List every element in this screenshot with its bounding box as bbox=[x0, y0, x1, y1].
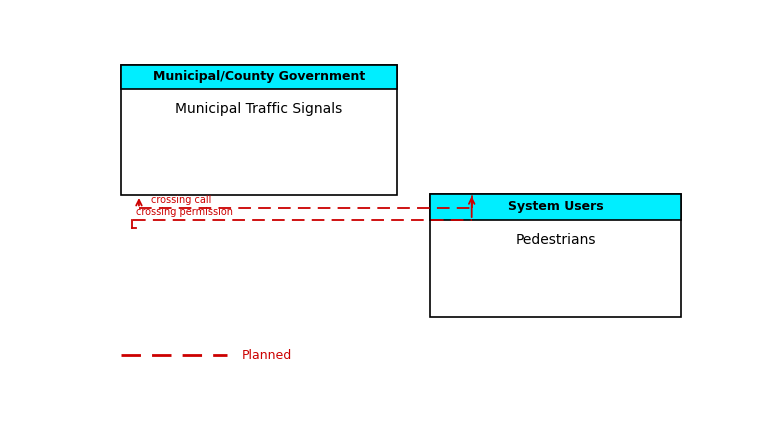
Bar bbox=[120, 65, 396, 195]
Bar bbox=[430, 193, 681, 317]
Text: crossing call: crossing call bbox=[151, 195, 211, 205]
Text: System Users: System Users bbox=[508, 200, 604, 213]
Bar bbox=[430, 193, 681, 220]
Text: Pedestrians: Pedestrians bbox=[515, 233, 596, 247]
Bar bbox=[120, 65, 396, 89]
Text: crossing permission: crossing permission bbox=[136, 207, 233, 218]
Text: Municipal/County Government: Municipal/County Government bbox=[152, 70, 364, 83]
Text: Municipal Traffic Signals: Municipal Traffic Signals bbox=[175, 102, 343, 116]
Text: Planned: Planned bbox=[242, 349, 292, 362]
